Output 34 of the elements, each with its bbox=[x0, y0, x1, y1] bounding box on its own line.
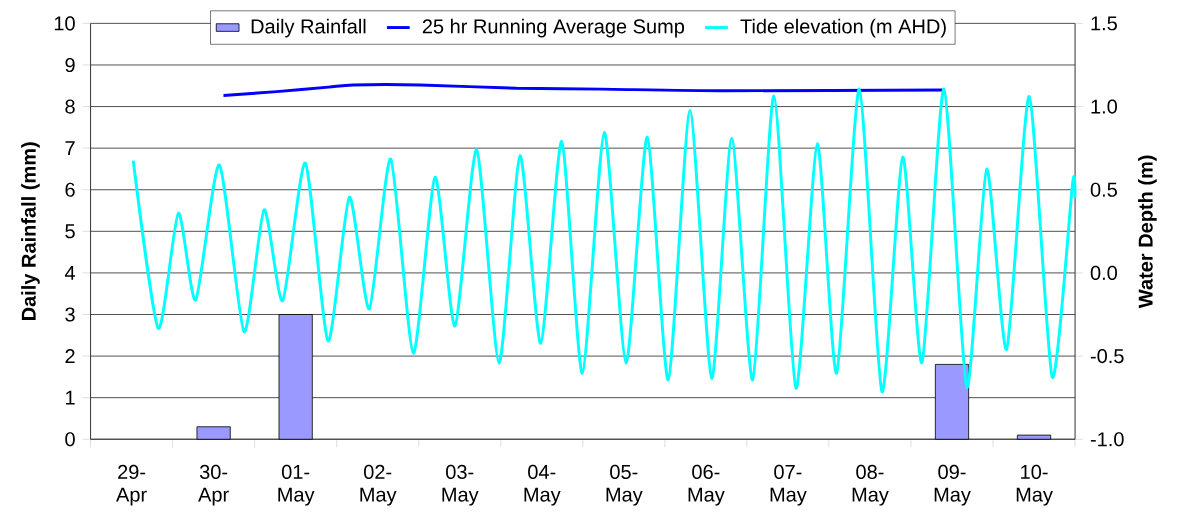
x-tick-label: 04-May bbox=[524, 464, 561, 506]
y-tick-label: 4 bbox=[64, 266, 76, 280]
x-tick-label: 02-May bbox=[360, 464, 397, 506]
x-tick-label: 03-May bbox=[442, 464, 479, 506]
y2-tick-label: 0.0 bbox=[1090, 265, 1118, 280]
x-tick-label: 01-May bbox=[278, 464, 315, 506]
x-tick-label: 09-May bbox=[934, 464, 971, 506]
y-axis-title: Daily Rainfall (mm) bbox=[21, 142, 40, 320]
y2-tick-label: -0.5 bbox=[1090, 349, 1124, 364]
y2-axis-title: Water Depth (m) bbox=[1138, 155, 1157, 309]
y2-tick-label: 1.0 bbox=[1091, 99, 1118, 114]
y2-tick-label: 1.5 bbox=[1091, 16, 1117, 31]
y-tick-label: 6 bbox=[65, 182, 75, 197]
legend-label: Tide elevation (m AHD) bbox=[740, 18, 946, 38]
y-tick-label: 10 bbox=[54, 16, 75, 31]
x-tick-label: 06-May bbox=[688, 464, 725, 506]
y-tick-label: 7 bbox=[65, 141, 75, 156]
x-tick-label: 07-May bbox=[770, 464, 807, 506]
y2-tick-label: -1.0 bbox=[1090, 432, 1124, 447]
y-tick-label: 1 bbox=[66, 390, 75, 405]
legend-label: 25 hr Running Average Sump bbox=[422, 18, 685, 38]
y-tick-label: 0 bbox=[65, 432, 75, 447]
y-tick-label: 3 bbox=[65, 307, 75, 322]
x-tick-label: 30-Apr bbox=[198, 464, 229, 506]
x-tick-label: 29-Apr bbox=[116, 464, 147, 506]
x-tick-label: 10-May bbox=[1016, 464, 1053, 506]
y-tick-label: 2 bbox=[65, 349, 75, 364]
x-tick-label: 08-May bbox=[852, 464, 889, 506]
y-tick-label: 5 bbox=[65, 224, 75, 239]
y-tick-label: 8 bbox=[65, 99, 75, 114]
legend-label: Daily Rainfall bbox=[251, 18, 366, 38]
y2-tick-label: 0.5 bbox=[1090, 182, 1117, 197]
x-tick-label: 05-May bbox=[606, 464, 643, 506]
y-tick-label: 9 bbox=[65, 57, 75, 73]
